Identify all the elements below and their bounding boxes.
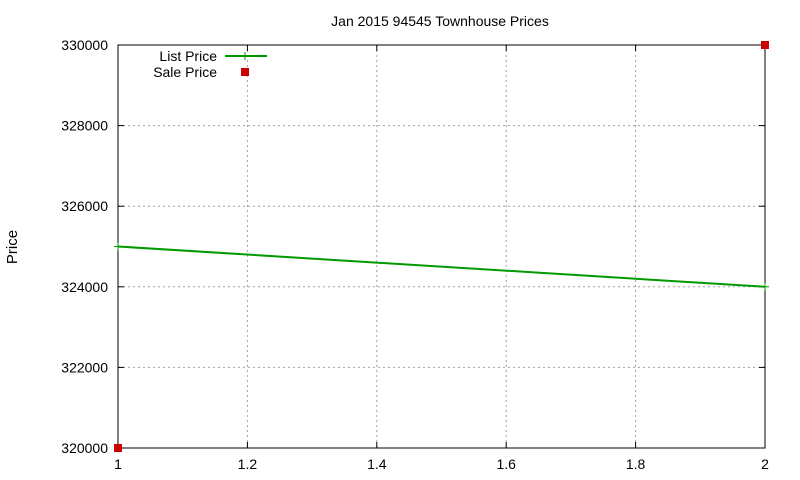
x-tick-label: 1 [114, 456, 122, 472]
grid [118, 45, 765, 448]
y-tick-label: 322000 [61, 359, 108, 375]
y-tick-label: 330000 [61, 37, 108, 53]
legend-label: List Price [159, 48, 217, 64]
legend-square-marker [241, 68, 249, 76]
x-tick-label: 2 [761, 456, 769, 472]
series-sale-price [114, 41, 769, 452]
y-axis-label: Price [4, 230, 21, 264]
series-line [117, 245, 766, 288]
data-point-plus [114, 242, 122, 251]
x-tick-label: 1.4 [367, 456, 387, 472]
series-layer [114, 41, 769, 452]
legend-label: Sale Price [153, 64, 217, 80]
series-list-price [114, 242, 769, 291]
y-tick-label: 324000 [61, 279, 108, 295]
data-point-square [114, 444, 122, 452]
data-point-square [761, 41, 769, 49]
legend-item: List Price [159, 48, 267, 64]
y-tick-label: 326000 [61, 198, 108, 214]
x-tick-label: 1.6 [496, 456, 516, 472]
legend-item: Sale Price [153, 64, 249, 80]
data-point-plus [761, 282, 769, 291]
x-tick-label: 1.2 [238, 456, 258, 472]
x-tick-label: 1.8 [626, 456, 646, 472]
axis-ticks: 1 1.2 1.4 1.6 1.8 2 320000 322000 324000 326000 32… [61, 37, 769, 472]
plot-frame [117, 44, 766, 449]
y-tick-label: 320000 [61, 440, 108, 456]
y-tick-label: 328000 [61, 118, 108, 134]
chart-title: Jan 2015 94545 Townhouse Prices [331, 13, 549, 29]
